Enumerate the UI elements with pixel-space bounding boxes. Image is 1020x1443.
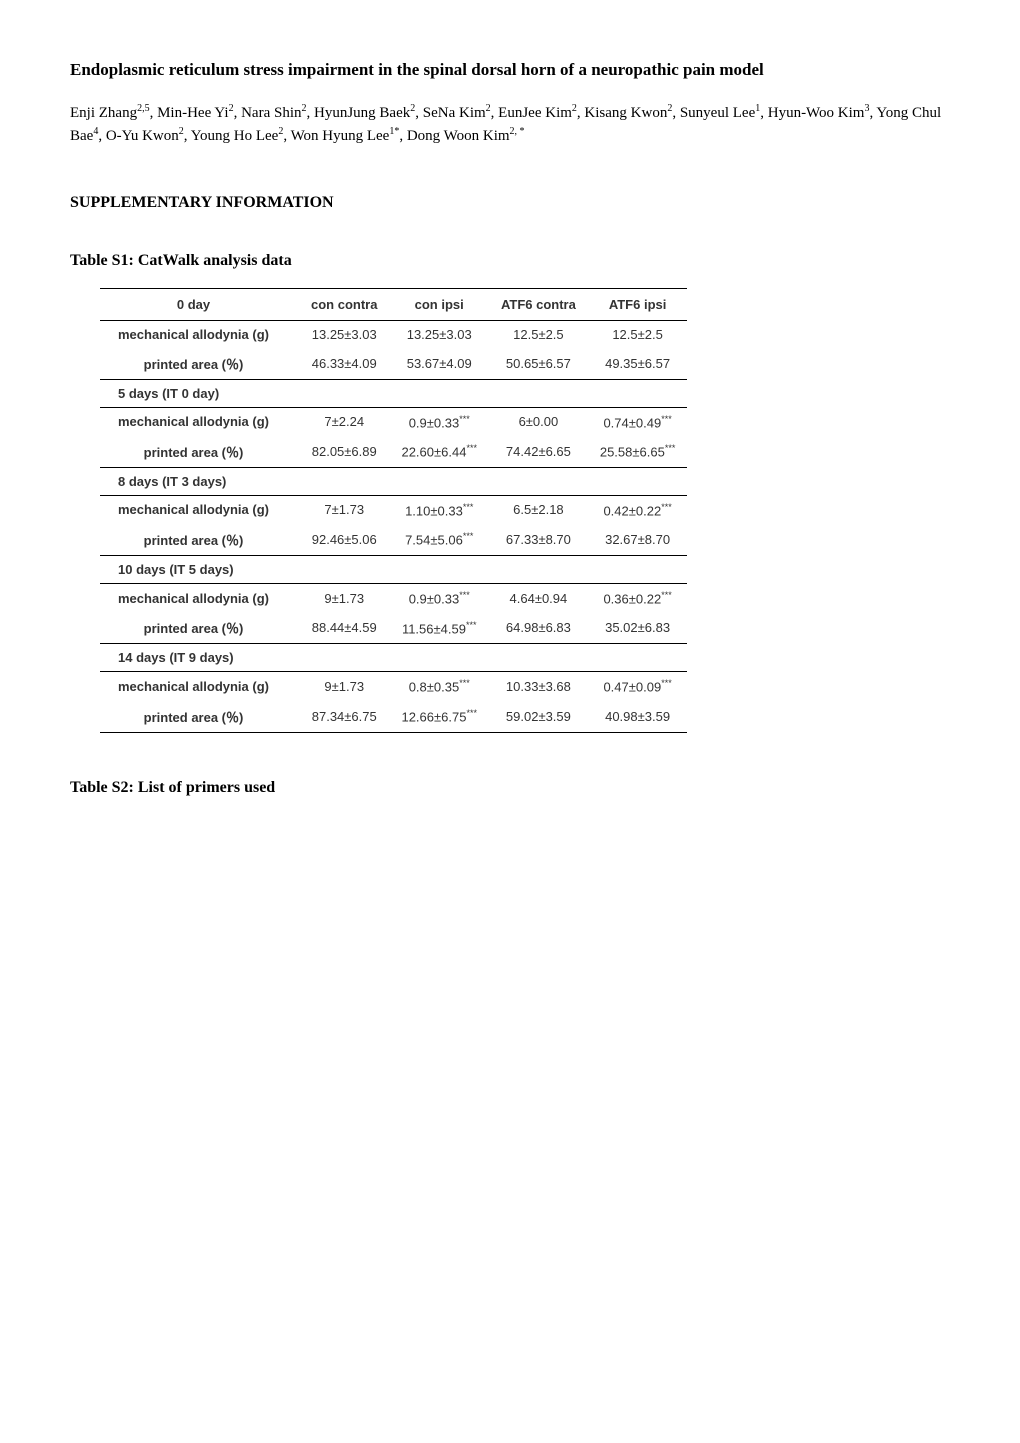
catwalk-table: 0 day con contra con ipsi ATF6 contra AT… [100,288,687,733]
table-row: mechanical allodynia (g)7±1.731.10±0.33*… [100,495,687,524]
table-cell: 87.34±6.75 [299,701,389,733]
row-label: mechanical allodynia (g) [100,584,299,613]
table-cell: 0.74±0.49*** [588,407,687,436]
table-cell: 92.46±5.06 [299,524,389,556]
row-label: mechanical allodynia (g) [100,320,299,348]
table-cell: 67.33±8.70 [489,524,588,556]
table-cell: 0.42±0.22*** [588,495,687,524]
significance-stars: *** [463,502,474,512]
col-con-contra: con contra [299,288,389,320]
col-day: 0 day [100,288,299,320]
table-section-row: 5 days (IT 0 day) [100,379,687,407]
table-cell: 74.42±6.65 [489,436,588,468]
significance-stars: *** [665,443,676,453]
section-label: 14 days (IT 9 days) [100,644,687,672]
table-cell: 82.05±6.89 [299,436,389,468]
table-cell: 0.36±0.22*** [588,584,687,613]
table-section-row: 10 days (IT 5 days) [100,556,687,584]
section-label: 10 days (IT 5 days) [100,556,687,584]
table-cell: 88.44±4.59 [299,612,389,644]
table-row: mechanical allodynia (g)7±2.240.9±0.33**… [100,407,687,436]
table-row: printed area (％)88.44±4.5911.56±4.59***6… [100,612,687,644]
table-row: printed area (％)46.33±4.0953.67±4.0950.6… [100,348,687,380]
significance-stars: *** [661,414,672,424]
table-cell: 7.54±5.06*** [389,524,488,556]
table-cell: 40.98±3.59 [588,701,687,733]
table-cell: 12.5±2.5 [489,320,588,348]
col-con-ipsi: con ipsi [389,288,488,320]
table-cell: 9±1.73 [299,672,389,701]
table-cell: 7±2.24 [299,407,389,436]
table-row: printed area (％)87.34±6.7512.66±6.75***5… [100,701,687,733]
table-s1-caption: Table S1: CatWalk analysis data [70,252,950,270]
significance-stars: *** [661,678,672,688]
paper-title: Endoplasmic reticulum stress impairment … [70,60,950,80]
significance-stars: *** [466,443,477,453]
table-cell: 9±1.73 [299,584,389,613]
table-cell: 0.8±0.35*** [389,672,488,701]
catwalk-table-body: mechanical allodynia (g)13.25±3.0313.25±… [100,320,687,732]
significance-stars: *** [466,708,477,718]
significance-stars: *** [459,678,470,688]
table-cell: 22.60±6.44*** [389,436,488,468]
significance-stars: *** [459,590,470,600]
table-cell: 4.64±0.94 [489,584,588,613]
significance-stars: *** [459,414,470,424]
paper-authors: Enji Zhang2,5, Min-Hee Yi2, Nara Shin2, … [70,102,950,148]
table-row: mechanical allodynia (g)9±1.730.9±0.33**… [100,584,687,613]
table-cell: 25.58±6.65*** [588,436,687,468]
table-s2-caption: Table S2: List of primers used [70,779,950,797]
table-cell: 64.98±6.83 [489,612,588,644]
table-cell: 35.02±6.83 [588,612,687,644]
section-label: 8 days (IT 3 days) [100,467,687,495]
table-cell: 6±0.00 [489,407,588,436]
table-cell: 0.9±0.33*** [389,584,488,613]
table-cell: 6.5±2.18 [489,495,588,524]
table-section-row: 14 days (IT 9 days) [100,644,687,672]
table-cell: 13.25±3.03 [389,320,488,348]
col-atf6-ipsi: ATF6 ipsi [588,288,687,320]
table-cell: 59.02±3.59 [489,701,588,733]
significance-stars: *** [463,531,474,541]
row-label: printed area (％) [100,524,299,556]
table-row: printed area (％)82.05±6.8922.60±6.44***7… [100,436,687,468]
table-cell: 0.47±0.09*** [588,672,687,701]
row-label: printed area (％) [100,436,299,468]
supplementary-heading: SUPPLEMENTARY INFORMATION [70,194,950,212]
table-cell: 49.35±6.57 [588,348,687,380]
table-cell: 10.33±3.68 [489,672,588,701]
row-label: mechanical allodynia (g) [100,672,299,701]
row-label: printed area (％) [100,612,299,644]
table-row: printed area (％)92.46±5.067.54±5.06***67… [100,524,687,556]
table-cell: 53.67±4.09 [389,348,488,380]
table-cell: 11.56±4.59*** [389,612,488,644]
table-cell: 0.9±0.33*** [389,407,488,436]
row-label: printed area (％) [100,701,299,733]
row-label: mechanical allodynia (g) [100,407,299,436]
significance-stars: *** [661,502,672,512]
table-cell: 7±1.73 [299,495,389,524]
table-cell: 50.65±6.57 [489,348,588,380]
col-atf6-contra: ATF6 contra [489,288,588,320]
table-cell: 12.5±2.5 [588,320,687,348]
table-cell: 13.25±3.03 [299,320,389,348]
table-row: mechanical allodynia (g)13.25±3.0313.25±… [100,320,687,348]
section-label: 5 days (IT 0 day) [100,379,687,407]
significance-stars: *** [466,620,477,630]
row-label: printed area (％) [100,348,299,380]
row-label: mechanical allodynia (g) [100,495,299,524]
table-cell: 12.66±6.75*** [389,701,488,733]
significance-stars: *** [661,590,672,600]
table-row: mechanical allodynia (g)9±1.730.8±0.35**… [100,672,687,701]
table-cell: 46.33±4.09 [299,348,389,380]
table-section-row: 8 days (IT 3 days) [100,467,687,495]
table-cell: 1.10±0.33*** [389,495,488,524]
table-cell: 32.67±8.70 [588,524,687,556]
